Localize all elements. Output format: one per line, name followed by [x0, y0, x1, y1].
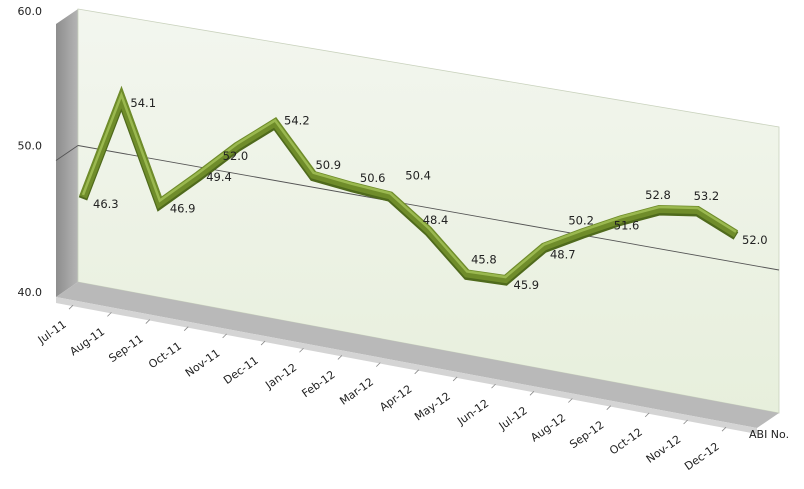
x-tick-mark — [376, 362, 381, 367]
data-label: 50.9 — [315, 158, 341, 172]
data-label: 45.8 — [471, 252, 497, 266]
x-tick-label: May-12 — [412, 390, 453, 424]
x-tick-mark — [337, 355, 343, 360]
x-tick-label: Oct-11 — [146, 339, 184, 371]
x-tick-label: Feb-12 — [299, 368, 337, 400]
x-tick-mark — [529, 391, 535, 396]
y-tick-label: 50.0 — [18, 140, 43, 153]
gridline — [77, 145, 780, 271]
data-label: 51.6 — [614, 218, 640, 232]
data-label: 52.0 — [223, 149, 249, 163]
y-tick-label: 60.0 — [18, 5, 43, 18]
x-tick-label: Dec-12 — [682, 440, 722, 473]
x-tick-mark — [183, 326, 189, 331]
x-tick-label: Nov-12 — [644, 433, 684, 466]
data-label: 49.4 — [206, 170, 232, 184]
x-tick-label: Jul-11 — [35, 318, 69, 347]
x-tick-label: Dec-11 — [221, 354, 261, 387]
x-tick-label: Apr-12 — [377, 382, 414, 413]
x-tick-label: Sep-11 — [106, 332, 145, 365]
x-tick-mark — [299, 347, 304, 353]
x-tick-label: Aug-11 — [67, 325, 107, 358]
data-label: 50.4 — [405, 168, 431, 182]
data-label: 52.0 — [742, 233, 768, 247]
x-tick-mark — [222, 333, 227, 339]
gridline-side — [55, 145, 79, 161]
x-tick-label: Jan-12 — [262, 361, 299, 392]
data-label: 50.6 — [360, 171, 386, 185]
x-tick-mark — [491, 383, 496, 389]
data-label: 50.2 — [568, 213, 594, 227]
x-tick-mark — [683, 419, 688, 425]
data-label: 48.7 — [550, 248, 576, 262]
series-name-label: ABI No. — [749, 428, 789, 441]
x-tick-label: Nov-11 — [183, 347, 223, 380]
x-tick-label: Mar-12 — [337, 375, 376, 407]
x-tick-label: Sep-12 — [567, 418, 606, 451]
y-tick-label: 40.0 — [18, 286, 43, 299]
series-line-highlight — [81, 91, 737, 279]
x-tick-label: Jun-12 — [454, 397, 491, 428]
data-label: 52.8 — [645, 188, 671, 202]
x-tick-label: Oct-12 — [607, 426, 645, 458]
data-label: 54.1 — [130, 96, 156, 110]
x-tick-mark — [644, 412, 650, 418]
x-tick-mark — [107, 312, 112, 317]
data-label: 53.2 — [694, 189, 720, 203]
x-tick-mark — [721, 426, 727, 432]
x-tick-mark — [606, 405, 612, 410]
x-tick-mark — [568, 398, 573, 403]
chart-floor — [56, 282, 779, 428]
x-tick-mark — [452, 376, 458, 382]
x-tick-label: Jul-12 — [496, 404, 530, 433]
x-tick-mark — [68, 304, 74, 310]
x-tick-mark — [260, 340, 266, 346]
x-tick-label: Aug-12 — [528, 411, 568, 444]
data-label: 45.9 — [514, 278, 540, 292]
series-line — [79, 85, 739, 284]
x-tick-mark — [414, 369, 419, 375]
x-tick-mark — [145, 319, 151, 324]
data-label: 46.3 — [93, 197, 119, 211]
data-label: 54.2 — [284, 113, 310, 127]
data-label: 48.4 — [423, 213, 449, 227]
data-label: 46.9 — [170, 202, 196, 216]
floor-front-edge — [56, 297, 757, 434]
